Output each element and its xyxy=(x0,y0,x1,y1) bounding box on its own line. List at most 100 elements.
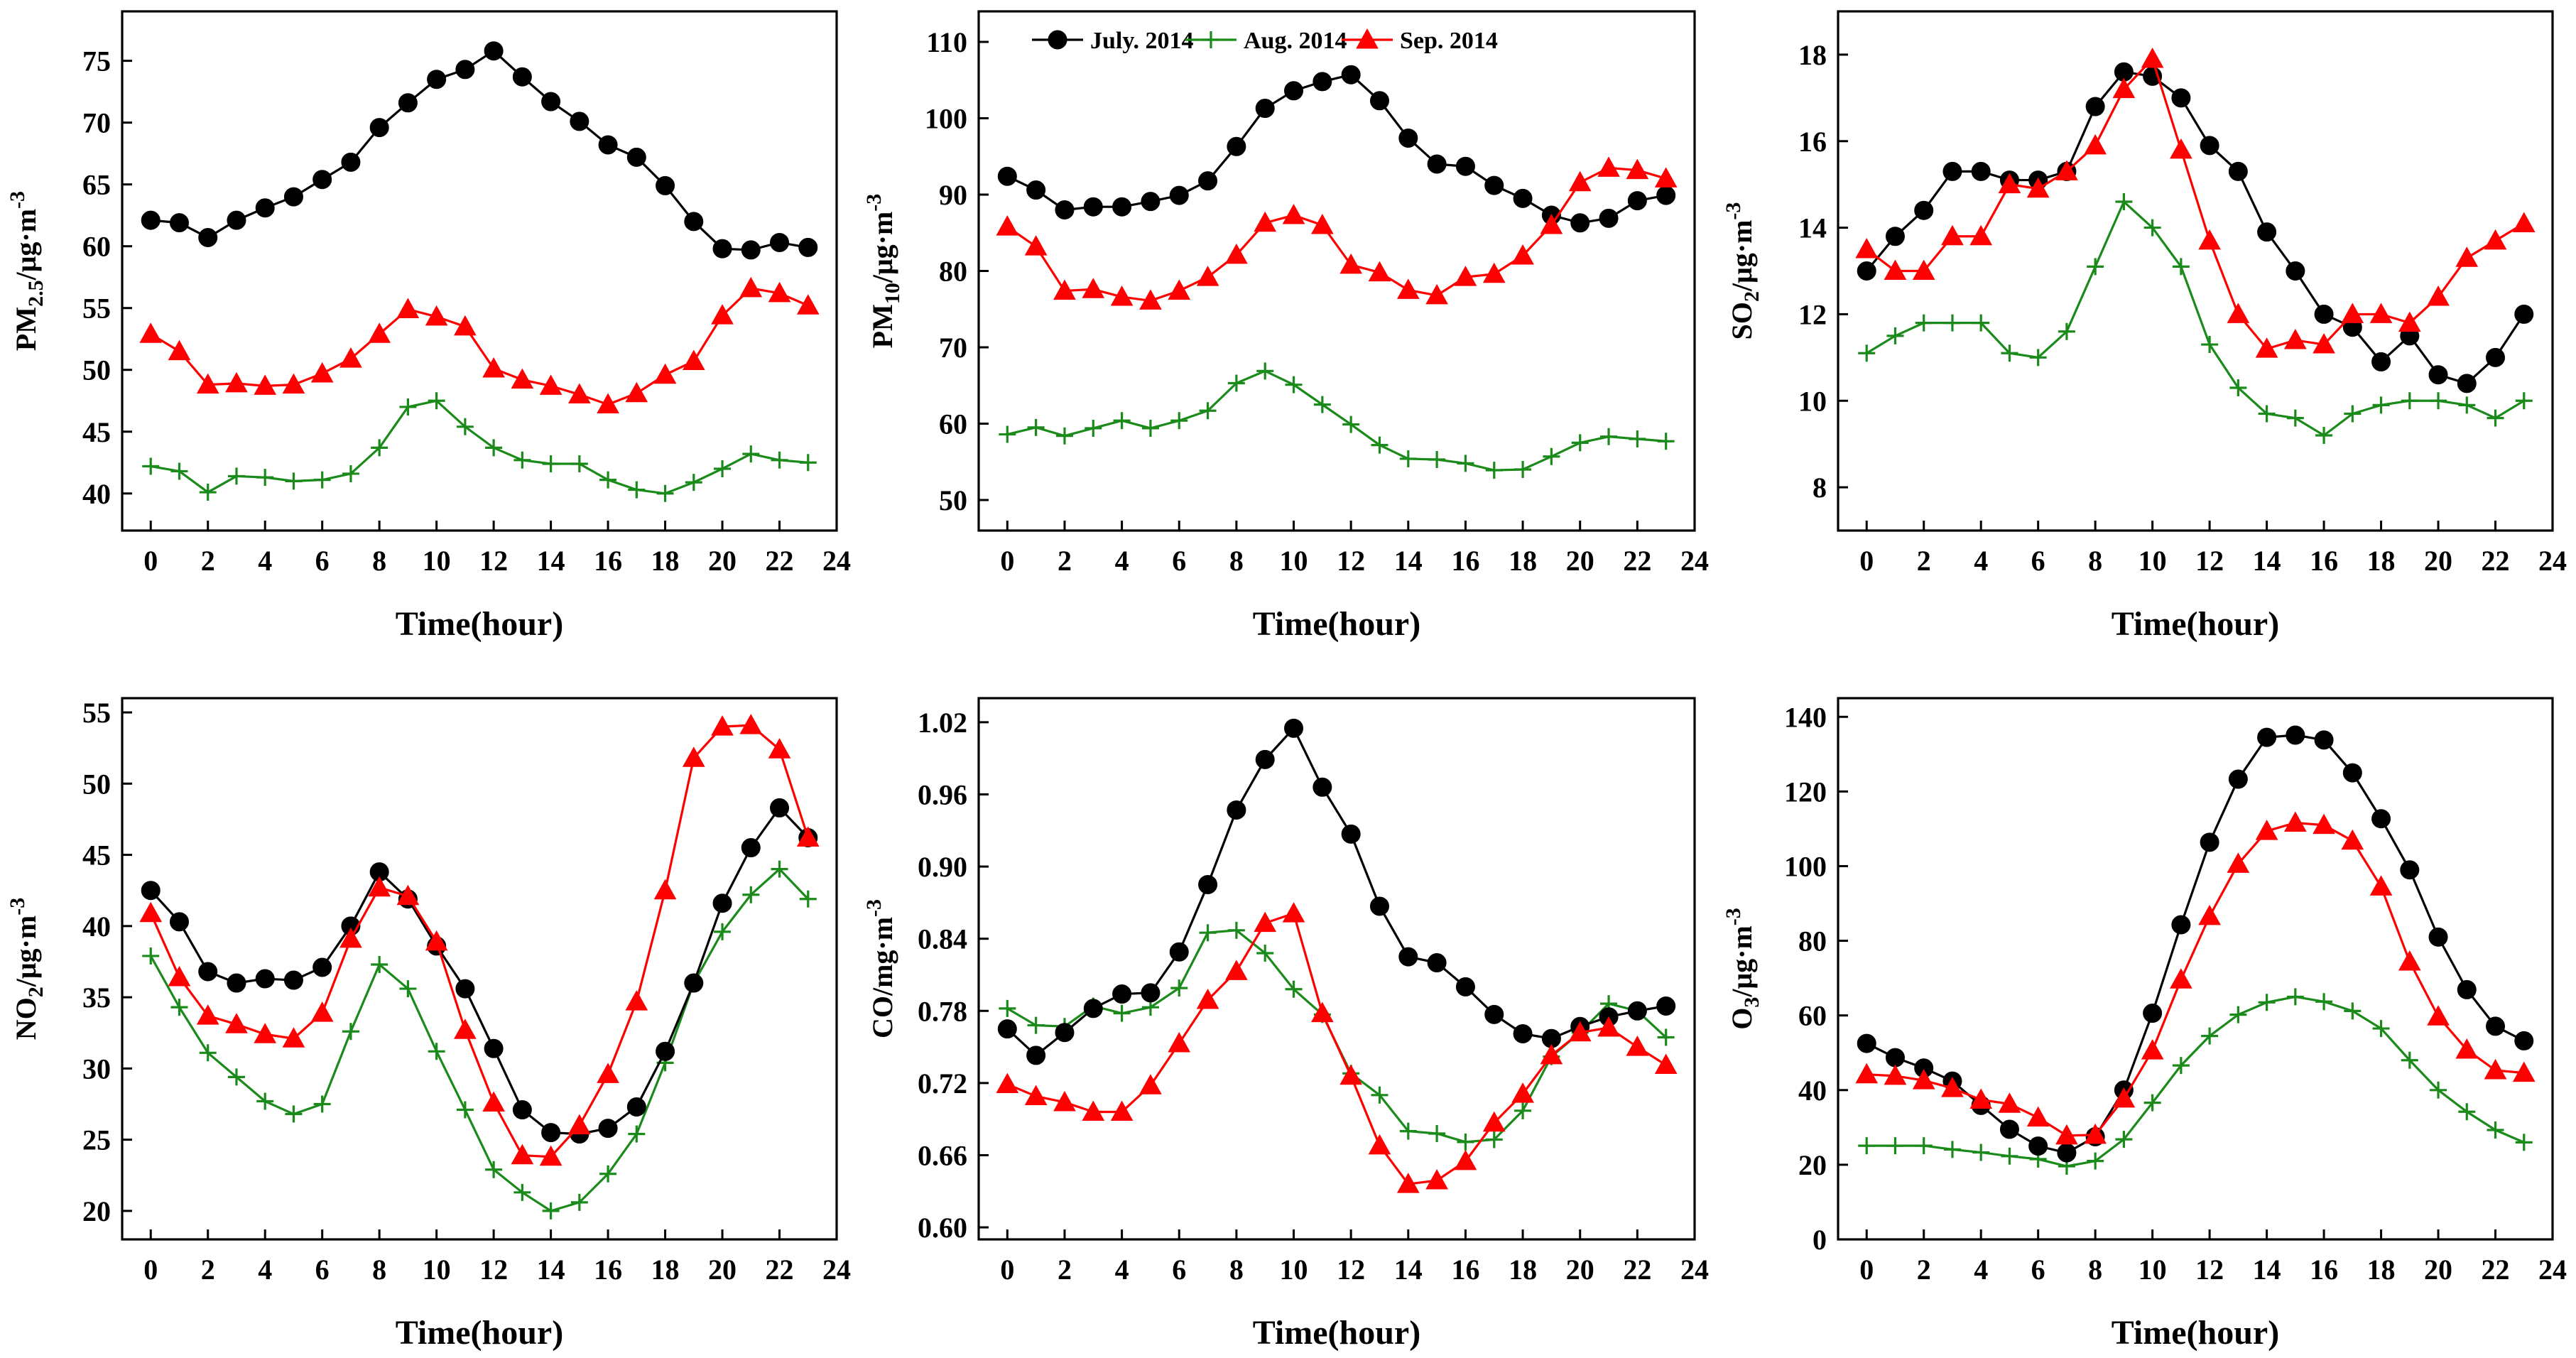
data-point xyxy=(2315,993,2333,1011)
data-point xyxy=(1425,283,1448,305)
x-tick-label: 6 xyxy=(315,1254,330,1286)
x-tick-label: 18 xyxy=(651,1254,680,1286)
data-point xyxy=(1196,266,1219,286)
data-point xyxy=(1972,314,1990,332)
data-point xyxy=(2484,1058,2507,1080)
data-point xyxy=(1285,376,1303,393)
data-point xyxy=(1227,921,1245,939)
data-point xyxy=(1971,161,1991,181)
data-point xyxy=(310,362,334,383)
x-tick-label: 10 xyxy=(423,1254,451,1286)
data-point xyxy=(339,347,362,368)
x-tick-label: 20 xyxy=(2424,1254,2452,1286)
data-point xyxy=(283,187,303,207)
x-tick-label: 22 xyxy=(2482,1254,2510,1286)
data-point xyxy=(742,886,760,903)
data-point xyxy=(796,294,820,315)
x-tick-label: 6 xyxy=(1172,545,1186,577)
y-tick-label: 120 xyxy=(1784,776,1827,808)
data-point xyxy=(139,901,163,923)
legend-item: July. 2014 xyxy=(1032,28,1193,54)
data-point xyxy=(1626,158,1649,180)
data-point xyxy=(739,276,763,298)
data-point xyxy=(1227,136,1246,156)
data-point xyxy=(254,1023,277,1043)
x-tick-label: 0 xyxy=(1000,545,1014,577)
y-tick-label: 80 xyxy=(1798,925,1827,957)
y-tick-label: 70 xyxy=(939,332,967,364)
data-point xyxy=(427,70,447,89)
x-tick-label: 22 xyxy=(1623,545,1651,577)
data-point xyxy=(2084,1123,2107,1144)
data-point xyxy=(2283,328,2307,349)
y-tick-label: 20 xyxy=(82,1195,111,1227)
data-point xyxy=(1514,461,1532,478)
data-point xyxy=(739,714,763,734)
data-point xyxy=(2143,1094,2161,1112)
data-point xyxy=(2228,769,2248,789)
data-point xyxy=(570,1193,588,1211)
y-label-unit: /μg·m xyxy=(1726,925,1758,997)
data-point xyxy=(567,1114,591,1135)
x-tick-label: 12 xyxy=(479,1254,508,1286)
x-tick-label: 14 xyxy=(1394,1254,1423,1286)
data-point xyxy=(1369,91,1389,111)
data-point xyxy=(282,373,305,394)
data-point xyxy=(1083,197,1103,217)
data-point xyxy=(1969,1088,1993,1109)
data-point xyxy=(1942,161,1962,181)
data-point xyxy=(1110,286,1134,306)
data-point xyxy=(2428,927,2448,947)
series-line xyxy=(149,867,809,1212)
x-tick-label: 24 xyxy=(1680,545,1709,577)
x-tick-label: 6 xyxy=(2031,1254,2045,1286)
data-point xyxy=(1399,1122,1417,1140)
series-line xyxy=(1006,912,1667,1185)
chart-panel-4: 0 2 4 6 8 10 12 14 16 18 20 22 242025303540455055Tim… xyxy=(6,697,851,1352)
x-tick-label: 24 xyxy=(1680,1254,1709,1286)
data-point xyxy=(2143,1004,2163,1023)
x-axis-label: Time(hour) xyxy=(396,605,563,643)
y-tick-label: 20 xyxy=(1798,1149,1827,1181)
data-point xyxy=(1886,327,1904,344)
data-point xyxy=(1654,167,1678,188)
x-tick-label: 14 xyxy=(2253,545,2281,577)
data-point xyxy=(484,1038,504,1058)
data-point xyxy=(1914,200,1934,220)
data-point xyxy=(567,383,591,404)
data-point xyxy=(1055,1023,1075,1043)
y-label-unit: /μg·m xyxy=(10,209,42,281)
series-july-2014 xyxy=(141,41,818,260)
data-point xyxy=(2286,409,2304,427)
data-point xyxy=(196,373,219,394)
data-point xyxy=(1457,1133,1474,1151)
data-point xyxy=(1339,1064,1363,1085)
series-line xyxy=(1006,929,1667,1144)
data-point xyxy=(1627,1001,1647,1021)
data-point xyxy=(1141,419,1159,437)
x-axis-label: Time(hour) xyxy=(2112,1314,2279,1352)
data-point xyxy=(1540,213,1563,234)
data-point xyxy=(368,876,391,897)
data-point xyxy=(598,1119,618,1139)
x-tick-label: 12 xyxy=(2195,545,2224,577)
x-tick-label: 20 xyxy=(708,1254,737,1286)
y-tick-label: 50 xyxy=(82,768,111,800)
data-point xyxy=(2430,1081,2447,1099)
x-tick-label: 0 xyxy=(143,1254,158,1286)
legend-item: Aug. 2014 xyxy=(1185,28,1347,54)
data-point xyxy=(456,1101,474,1119)
x-tick-label: 4 xyxy=(1974,1254,1988,1286)
data-point xyxy=(199,484,217,501)
data-point xyxy=(2372,1020,2390,1038)
x-tick-label: 18 xyxy=(2367,1254,2396,1286)
data-point xyxy=(2170,968,2192,989)
data-point xyxy=(512,67,532,87)
data-point xyxy=(539,1145,563,1166)
data-point xyxy=(2201,1027,2219,1045)
series-sep-2014 xyxy=(996,902,1678,1193)
data-point xyxy=(225,1013,248,1033)
data-point xyxy=(1313,396,1331,413)
data-point xyxy=(2058,322,2075,340)
data-point xyxy=(1282,203,1305,224)
